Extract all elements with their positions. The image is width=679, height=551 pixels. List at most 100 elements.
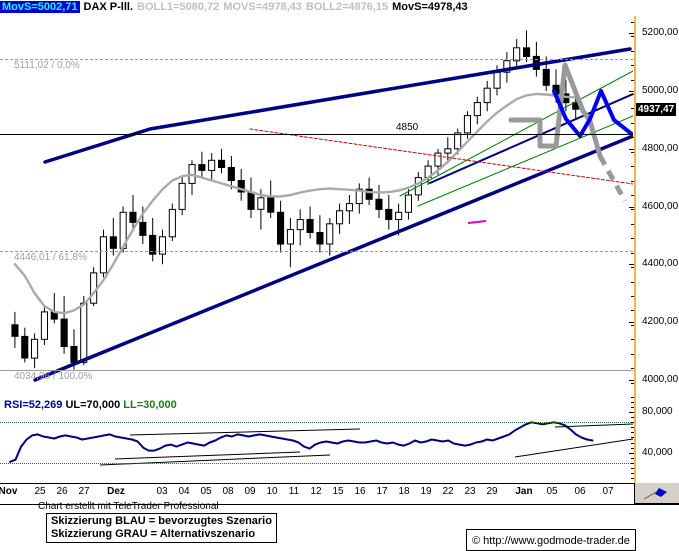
- price-tick-minor: [631, 209, 634, 211]
- price-tick-minor: [631, 180, 634, 182]
- rsi-tick-minor: [631, 437, 634, 439]
- rsi-pane[interactable]: [0, 397, 633, 483]
- current-price-tag: 4937,47: [636, 103, 677, 117]
- price-tick-minor: [631, 151, 634, 153]
- rsi-tick-minor: [631, 407, 634, 409]
- date-axis-label: 18: [398, 486, 410, 497]
- rsi-axis: 80,000 40,000: [629, 397, 679, 484]
- rsi-axis-label: 40,000: [642, 446, 673, 458]
- date-axis-label: 11: [288, 486, 300, 497]
- price-axis-label: 4000,00: [642, 373, 679, 385]
- price-tick-minor: [631, 65, 634, 67]
- price-tick-minor: [631, 252, 634, 254]
- date-axis-label: Dez: [107, 486, 125, 497]
- price-chart-svg: [11, 30, 633, 382]
- price-tick-minor: [631, 108, 634, 110]
- date-axis-label: 22: [442, 486, 454, 497]
- rsi-trendline: [114, 451, 301, 460]
- rsi-value-label: RSI=52,269: [4, 399, 63, 411]
- scenario-legend: Skizzierung BLAU = bevorzugtes Szenario …: [46, 513, 277, 543]
- date-axis-label: 17: [376, 486, 388, 497]
- price-tick-minor: [631, 382, 634, 384]
- rsi-tick-minor: [631, 462, 634, 464]
- price-axis-label: 4600,00: [642, 200, 679, 212]
- rsi-line: [9, 421, 594, 463]
- rsi-tick-minor: [631, 447, 634, 449]
- date-axis-label: 16: [354, 486, 366, 497]
- support-green-1: [399, 70, 633, 197]
- rsi-tick-minor: [631, 402, 634, 404]
- price-tick-minor: [631, 339, 634, 341]
- price-tick: [629, 321, 634, 323]
- date-axis-label: 15: [332, 486, 344, 497]
- rsi-tick-minor: [631, 422, 634, 424]
- price-tick: [629, 264, 634, 266]
- price-axis: 5200,00 5000,00 4800,00 4600,00 4400,00 4200,…: [629, 16, 679, 398]
- lower-channel-navy: [33, 134, 633, 382]
- upper-channel-navy: [43, 47, 632, 164]
- price-tick-minor: [631, 267, 634, 269]
- rsi-tick-minor: [631, 417, 634, 419]
- date-axis-label: Nov: [0, 486, 18, 497]
- support-green-2: [417, 115, 633, 207]
- resistance-red: [249, 128, 633, 185]
- price-tick-minor: [631, 238, 634, 240]
- price-tick: [629, 91, 634, 93]
- rsi-tick-minor: [631, 477, 634, 479]
- price-axis-label: 4800,00: [642, 142, 679, 154]
- date-axis-label: 19: [420, 486, 432, 497]
- price-tick-minor: [631, 324, 634, 326]
- header-boll1: BOLL1=5080,72: [137, 1, 220, 13]
- cursor-tool-icon[interactable]: [640, 487, 672, 501]
- inner-navy-trend: [429, 93, 633, 184]
- created-with-label: Chart erstellt mit TeleTrader Profession…: [38, 501, 219, 512]
- price-tick-minor: [631, 166, 634, 168]
- copyright-label: © http://www.godmode-trader.de: [472, 535, 630, 547]
- price-tick-minor: [631, 295, 634, 297]
- rsi-chart-svg: [9, 421, 633, 466]
- date-axis-label: 05: [200, 486, 212, 497]
- header-symbol: DAX P-lll.: [83, 1, 134, 13]
- rsi-axis-label: 80,000: [642, 406, 673, 418]
- rsi-tick-minor: [631, 442, 634, 444]
- price-axis-label: 4200,00: [642, 315, 679, 327]
- date-axis-label: 25: [34, 486, 46, 497]
- rsi-tick-minor: [631, 457, 634, 459]
- rsi-trendline: [514, 438, 633, 458]
- price-tick-minor: [631, 36, 634, 38]
- price-tick-minor: [631, 194, 634, 196]
- rsi-ll-label: LL=30,000: [123, 399, 177, 411]
- rsi-trendline: [99, 454, 331, 466]
- rsi-header: RSI=52,269 UL=70,000 LL=30,000: [4, 399, 177, 411]
- scenario-blue-sketch: [552, 89, 633, 138]
- date-axis-label: 26: [56, 486, 68, 497]
- rsi-tick-minor: [631, 427, 634, 429]
- scenario-grey-dashed: [597, 154, 628, 203]
- price-tick-minor: [631, 79, 634, 81]
- rsi-tick-minor: [631, 452, 634, 454]
- date-axis-label: 23: [464, 486, 476, 497]
- date-axis-label: 07: [602, 486, 614, 497]
- header-movs-bold: MovS=4978,43: [392, 1, 468, 13]
- date-axis-label: 05: [546, 486, 558, 497]
- date-axis-label: 09: [244, 486, 256, 497]
- price-tick: [629, 206, 634, 208]
- price-tick: [629, 379, 634, 381]
- price-tick-minor: [631, 310, 634, 312]
- date-axis-label: Jan: [515, 486, 533, 497]
- legend-grey-label: Skizzierung GRAU = Alternativszenario: [51, 528, 256, 540]
- date-axis-label: 06: [574, 486, 586, 497]
- legend-blue-label: Skizzierung BLAU = bevorzugtes Szenario: [51, 515, 272, 527]
- rsi-ul-label: UL=70,000: [65, 399, 121, 411]
- price-tick-minor: [631, 281, 634, 283]
- rsi-tick-minor: [631, 432, 634, 434]
- rsi-tick-minor: [631, 397, 634, 398]
- rsi-trendline: [554, 423, 633, 428]
- rsi-tick-minor: [631, 467, 634, 469]
- chart-header: MovS=5002,71 DAX P-lll. BOLL1=5080,72 MOVS=…: [0, 0, 679, 14]
- price-chart-pane[interactable]: 5111,02 / 0,0% 4446,01 / 61,8% 4034,96 / 1…: [0, 16, 633, 397]
- price-tick-minor: [631, 122, 634, 124]
- price-tick-minor: [631, 223, 634, 225]
- date-axis-label: 04: [178, 486, 190, 497]
